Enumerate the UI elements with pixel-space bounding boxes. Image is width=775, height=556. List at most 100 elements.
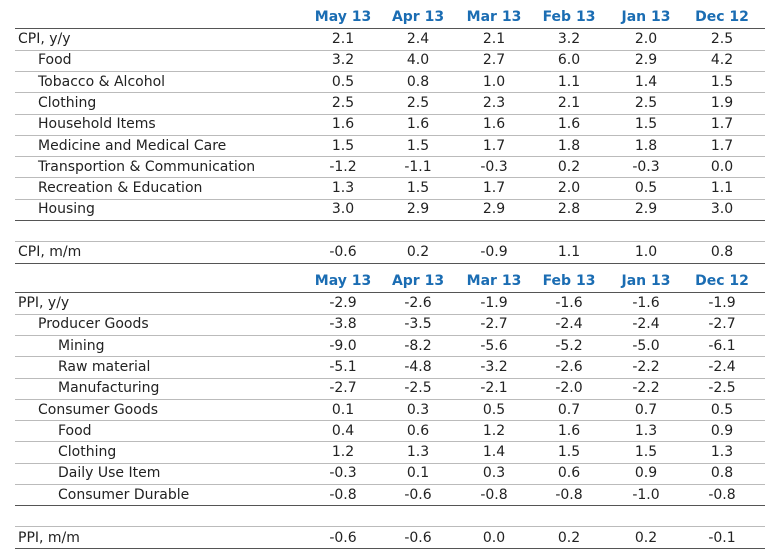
row-label: Consumer Durable <box>58 486 190 503</box>
row-label: Food <box>58 422 92 439</box>
cell-value: 0.8 <box>710 244 734 261</box>
cell-value: -0.8 <box>555 486 583 503</box>
cell-value: -1.9 <box>708 295 736 311</box>
cell-value: -2.5 <box>404 380 432 397</box>
cell-value: 0.5 <box>482 401 506 418</box>
cell-value: 1.5 <box>331 137 355 154</box>
rule <box>15 484 765 485</box>
rule <box>15 462 765 464</box>
rule <box>15 334 765 336</box>
cell-value: 1.4 <box>482 444 506 461</box>
cell-value: -2.4 <box>555 316 583 333</box>
cell-value: 1.1 <box>710 180 734 197</box>
rule <box>15 398 765 400</box>
cell-value: 3.0 <box>331 201 355 218</box>
cell-value: 0.0 <box>710 158 734 175</box>
cell-value: -3.8 <box>329 316 357 333</box>
cell-value: 0.2 <box>557 158 581 175</box>
cell-value: 4.0 <box>406 52 430 69</box>
cell-value: 1.0 <box>482 73 506 90</box>
cell-value: 1.2 <box>331 444 355 461</box>
cell-value: 1.8 <box>557 137 581 154</box>
row-label: Mining <box>58 337 105 354</box>
column-header: Jan 13 <box>621 273 671 289</box>
cell-value: 0.4 <box>331 422 355 439</box>
row-label: Manufacturing <box>58 380 160 397</box>
column-header: Apr 13 <box>391 9 445 25</box>
cell-value: -2.2 <box>632 380 660 397</box>
cell-value: 1.3 <box>331 180 355 197</box>
cell-value: -1.9 <box>480 295 508 311</box>
rule <box>15 240 765 242</box>
cell-value: 2.0 <box>634 31 658 47</box>
cell-value: 2.1 <box>557 94 581 111</box>
row-label: Producer Goods <box>38 316 149 333</box>
cell-value: 1.5 <box>557 444 581 461</box>
cell-value: 1.6 <box>557 422 581 439</box>
cell-value: 3.2 <box>331 52 355 69</box>
cell-value: 2.5 <box>710 31 734 47</box>
rule <box>15 313 765 315</box>
cell-value: -5.2 <box>555 337 583 354</box>
row-label: PPI, m/m <box>18 529 80 546</box>
cell-value: 1.3 <box>406 444 430 461</box>
cell-value: 1.7 <box>710 116 734 133</box>
rule <box>15 420 765 422</box>
row-label: Consumer Goods <box>38 401 158 418</box>
column-header: Mar 13 <box>466 9 522 25</box>
rule <box>15 28 765 29</box>
row-label: Household Items <box>38 116 156 133</box>
cell-value: 2.5 <box>406 94 430 111</box>
cell-value: 2.7 <box>482 52 506 69</box>
cell-value: 1.7 <box>482 180 506 197</box>
cell-value: 0.5 <box>710 401 734 418</box>
cell-value: 1.3 <box>710 444 734 461</box>
rule <box>15 177 765 179</box>
cell-value: -2.2 <box>632 358 660 375</box>
cell-value: 2.0 <box>557 180 581 197</box>
cell-value: -4.8 <box>404 358 432 375</box>
cell-value: 0.9 <box>634 465 658 482</box>
cell-value: 0.3 <box>406 401 430 418</box>
rule <box>15 198 765 200</box>
cell-value: 1.3 <box>634 422 658 439</box>
cell-value: -5.1 <box>329 358 357 375</box>
row-label: PPI, y/y <box>18 295 70 311</box>
rule <box>15 220 765 221</box>
cell-value: 2.9 <box>634 201 658 218</box>
cell-value: 2.5 <box>331 94 355 111</box>
cell-value: 1.5 <box>406 180 430 197</box>
row-label: CPI, y/y <box>18 31 71 47</box>
cell-value: -0.6 <box>329 244 357 261</box>
column-header: Feb 13 <box>542 9 596 25</box>
cell-value: 1.0 <box>634 244 658 261</box>
cell-value: -1.6 <box>555 295 583 311</box>
cell-value: 0.7 <box>557 401 581 418</box>
cell-value: 0.5 <box>634 180 658 197</box>
cell-value: -5.0 <box>632 337 660 354</box>
cell-value: 2.1 <box>331 31 355 47</box>
cell-value: -0.3 <box>480 158 508 175</box>
rule <box>15 113 765 115</box>
cell-value: 0.1 <box>331 401 355 418</box>
cell-value: 1.6 <box>557 116 581 133</box>
cell-value: -2.4 <box>632 316 660 333</box>
cell-value: 2.3 <box>482 94 506 111</box>
column-header: May 13 <box>314 273 372 289</box>
cell-value: 2.8 <box>557 201 581 218</box>
cell-value: 3.0 <box>710 201 734 218</box>
cell-value: 6.0 <box>557 52 581 69</box>
cell-value: -1.6 <box>632 295 660 311</box>
row-label: Food <box>38 52 72 69</box>
cell-value: -6.1 <box>708 337 736 354</box>
row-label: Tobacco & Alcohol <box>38 73 166 90</box>
cell-value: -0.8 <box>480 486 508 503</box>
cell-value: -8.2 <box>404 337 432 354</box>
cell-value: -1.1 <box>404 158 432 175</box>
cell-value: -2.6 <box>404 295 432 311</box>
cell-value: 1.6 <box>482 116 506 133</box>
cell-value: -0.3 <box>329 465 357 482</box>
cell-value: 1.7 <box>482 137 506 154</box>
cell-value: 1.5 <box>634 116 658 133</box>
cell-value: -0.6 <box>404 529 432 546</box>
